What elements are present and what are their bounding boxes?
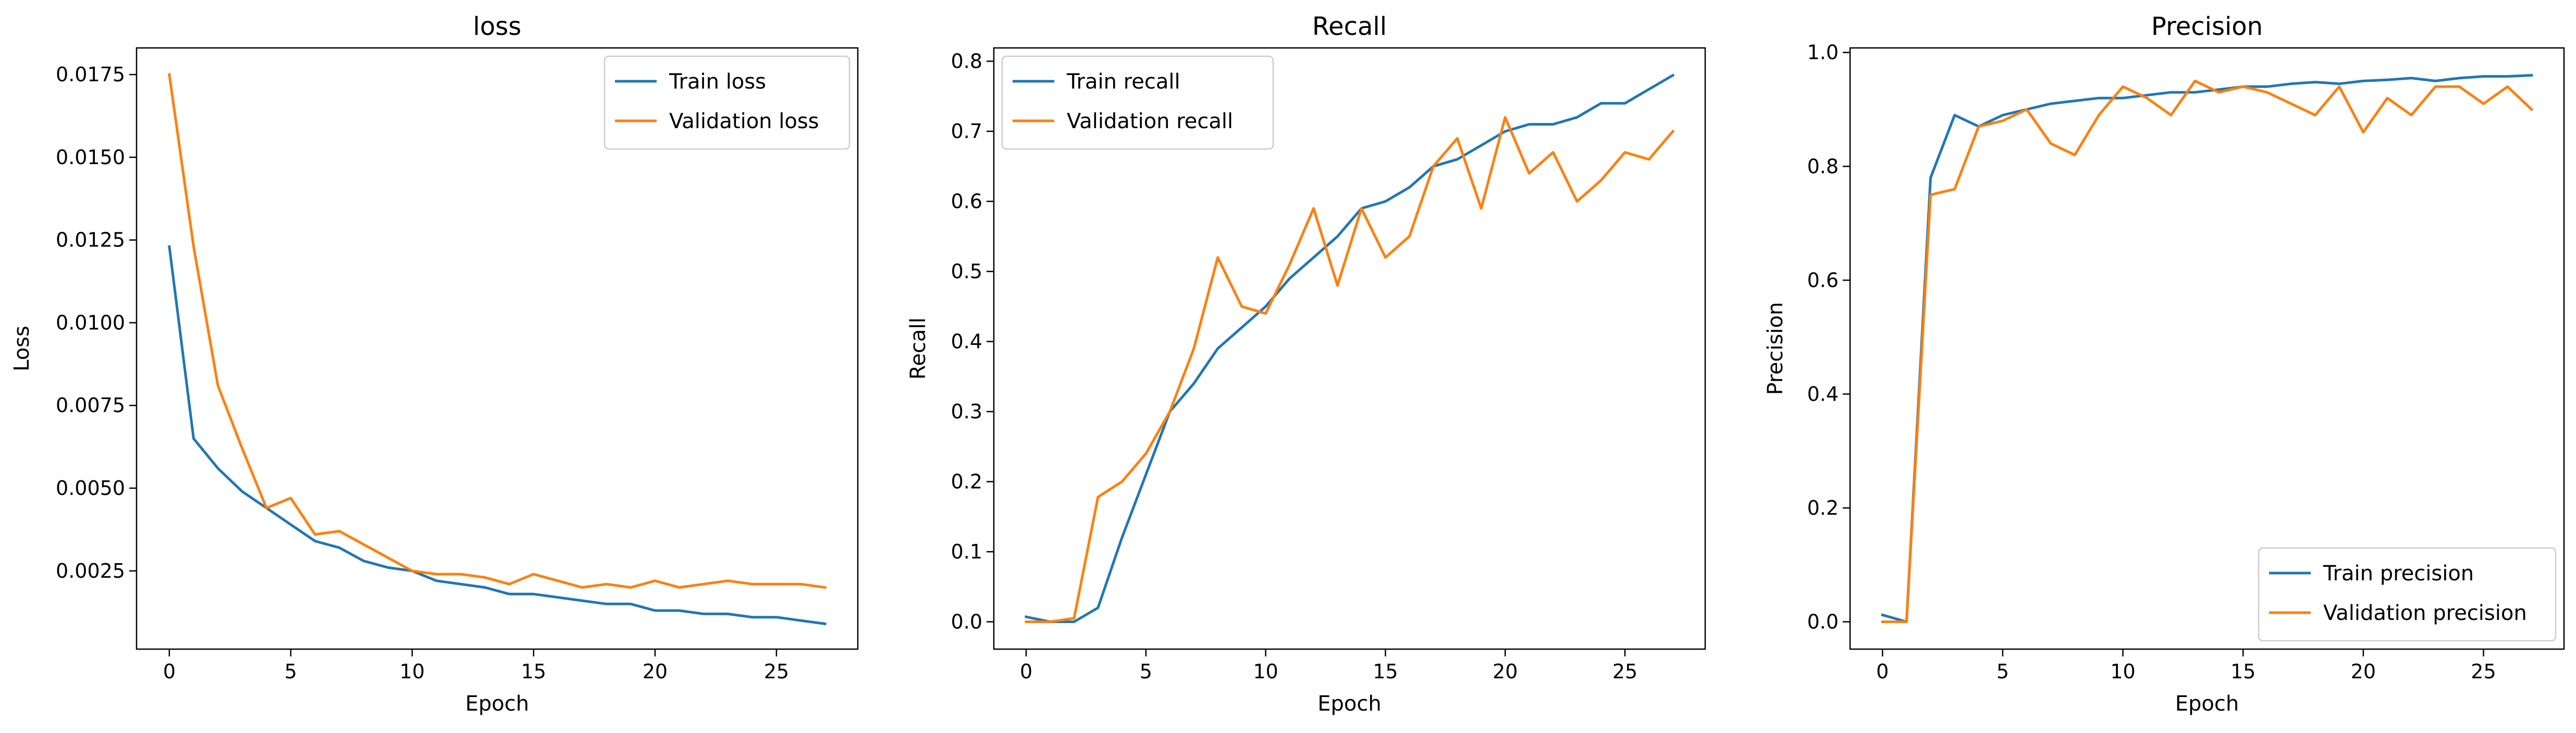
legend-label: Train recall: [1066, 70, 1180, 94]
y-tick-label: 0.0050: [56, 477, 125, 500]
y-tick-label: 0.0: [1807, 611, 1839, 633]
x-tick-label: 0: [163, 660, 176, 683]
y-tick-label: 0.0175: [56, 63, 125, 86]
y-tick-label: 0.8: [951, 50, 982, 73]
chart-panel-recall: Recall 0 5 10 15 20 25 0.0 0.1 0.2 0.3 0.4 0.5 0.6 0.7…: [906, 12, 1706, 716]
chart-panel-precision: Precision 0 5 10 15 20 25 0.0 0.2 0.4 0.6 0.8 1.0 Epo…: [1764, 12, 2565, 716]
y-tick-label: 0.1: [951, 540, 982, 563]
y-tick-label: 0.0: [951, 611, 982, 633]
legend: Train recall Validation recall: [1001, 55, 1274, 150]
x-tick-label: 25: [2471, 660, 2496, 683]
legend: Train precision Validation precision: [2258, 547, 2557, 642]
y-tick-label: 0.0150: [56, 146, 125, 169]
y-tick-label: 0.8: [1807, 155, 1839, 178]
y-tick-label: 0.4: [951, 330, 982, 353]
chart-title: Precision: [2151, 12, 2263, 41]
legend-box: [2258, 547, 2557, 642]
x-axis-label: Epoch: [2175, 692, 2239, 716]
x-tick-label: 20: [1493, 660, 1518, 683]
x-tick-label: 10: [400, 660, 425, 683]
legend: Train loss Validation loss: [603, 55, 851, 150]
x-axis-label: Epoch: [1317, 692, 1381, 716]
y-tick-label: 0.2: [1807, 496, 1839, 519]
y-tick-label: 0.6: [951, 190, 982, 213]
legend-label: Validation recall: [1067, 109, 1233, 133]
chart-title: Recall: [1312, 12, 1387, 41]
legend-label: Train loss: [669, 70, 766, 94]
y-tick-label: 0.0100: [56, 311, 125, 334]
plot-frame: [993, 47, 1706, 650]
x-tick-label: 15: [1373, 660, 1398, 683]
x-tick-label: 25: [1612, 660, 1637, 683]
x-tick-label: 0: [1876, 660, 1889, 683]
x-tick-label: 10: [1253, 660, 1278, 683]
series-line-validation-loss: [168, 73, 827, 589]
y-axis-label: Loss: [10, 326, 34, 371]
plot-frame: [135, 47, 859, 650]
x-tick-label: 25: [764, 660, 789, 683]
chart-title: loss: [473, 12, 522, 41]
legend-box: [603, 55, 851, 150]
x-tick-label: 15: [521, 660, 546, 683]
y-axis-label: Precision: [1764, 302, 1788, 395]
legend-label: Validation precision: [2323, 601, 2527, 625]
x-tick-label: 15: [2230, 660, 2255, 683]
x-tick-label: 10: [2110, 660, 2135, 683]
y-tick-label: 0.4: [1807, 382, 1839, 405]
x-axis-label: Epoch: [465, 692, 529, 716]
plot-frame: [1849, 47, 2565, 650]
series-line-validation-recall: [1025, 116, 1675, 623]
y-tick-label: 0.2: [951, 470, 982, 493]
x-tick-label: 0: [1020, 660, 1032, 683]
legend-label: Validation loss: [669, 109, 819, 133]
y-tick-label: 0.3: [951, 400, 982, 423]
y-tick-label: 0.7: [951, 120, 982, 143]
x-tick-label: 5: [285, 660, 297, 683]
x-tick-label: 5: [1140, 660, 1152, 683]
series-line-train-loss: [168, 245, 827, 626]
y-tick-label: 1.0: [1807, 41, 1839, 64]
y-tick-label: 0.6: [1807, 269, 1839, 292]
y-tick-label: 0.0025: [56, 560, 125, 582]
x-tick-label: 20: [643, 660, 668, 683]
legend-label: Train precision: [2323, 562, 2474, 586]
x-tick-label: 20: [2351, 660, 2376, 683]
y-tick-label: 0.0075: [56, 394, 125, 417]
y-tick-label: 0.5: [951, 260, 982, 283]
y-axis-label: Recall: [906, 317, 930, 379]
series-line-train-precision: [1881, 73, 2533, 623]
y-tick-label: 0.0125: [56, 229, 125, 252]
x-tick-label: 5: [1996, 660, 2009, 683]
series-line-validation-precision: [1881, 79, 2534, 623]
chart-panel-loss: loss 0 5 10 15 20 25 0.0025 0.0050 0.0075 0.0100 0.…: [10, 12, 859, 716]
series-line-train-recall: [1025, 73, 1675, 623]
legend-box: [1001, 55, 1274, 150]
